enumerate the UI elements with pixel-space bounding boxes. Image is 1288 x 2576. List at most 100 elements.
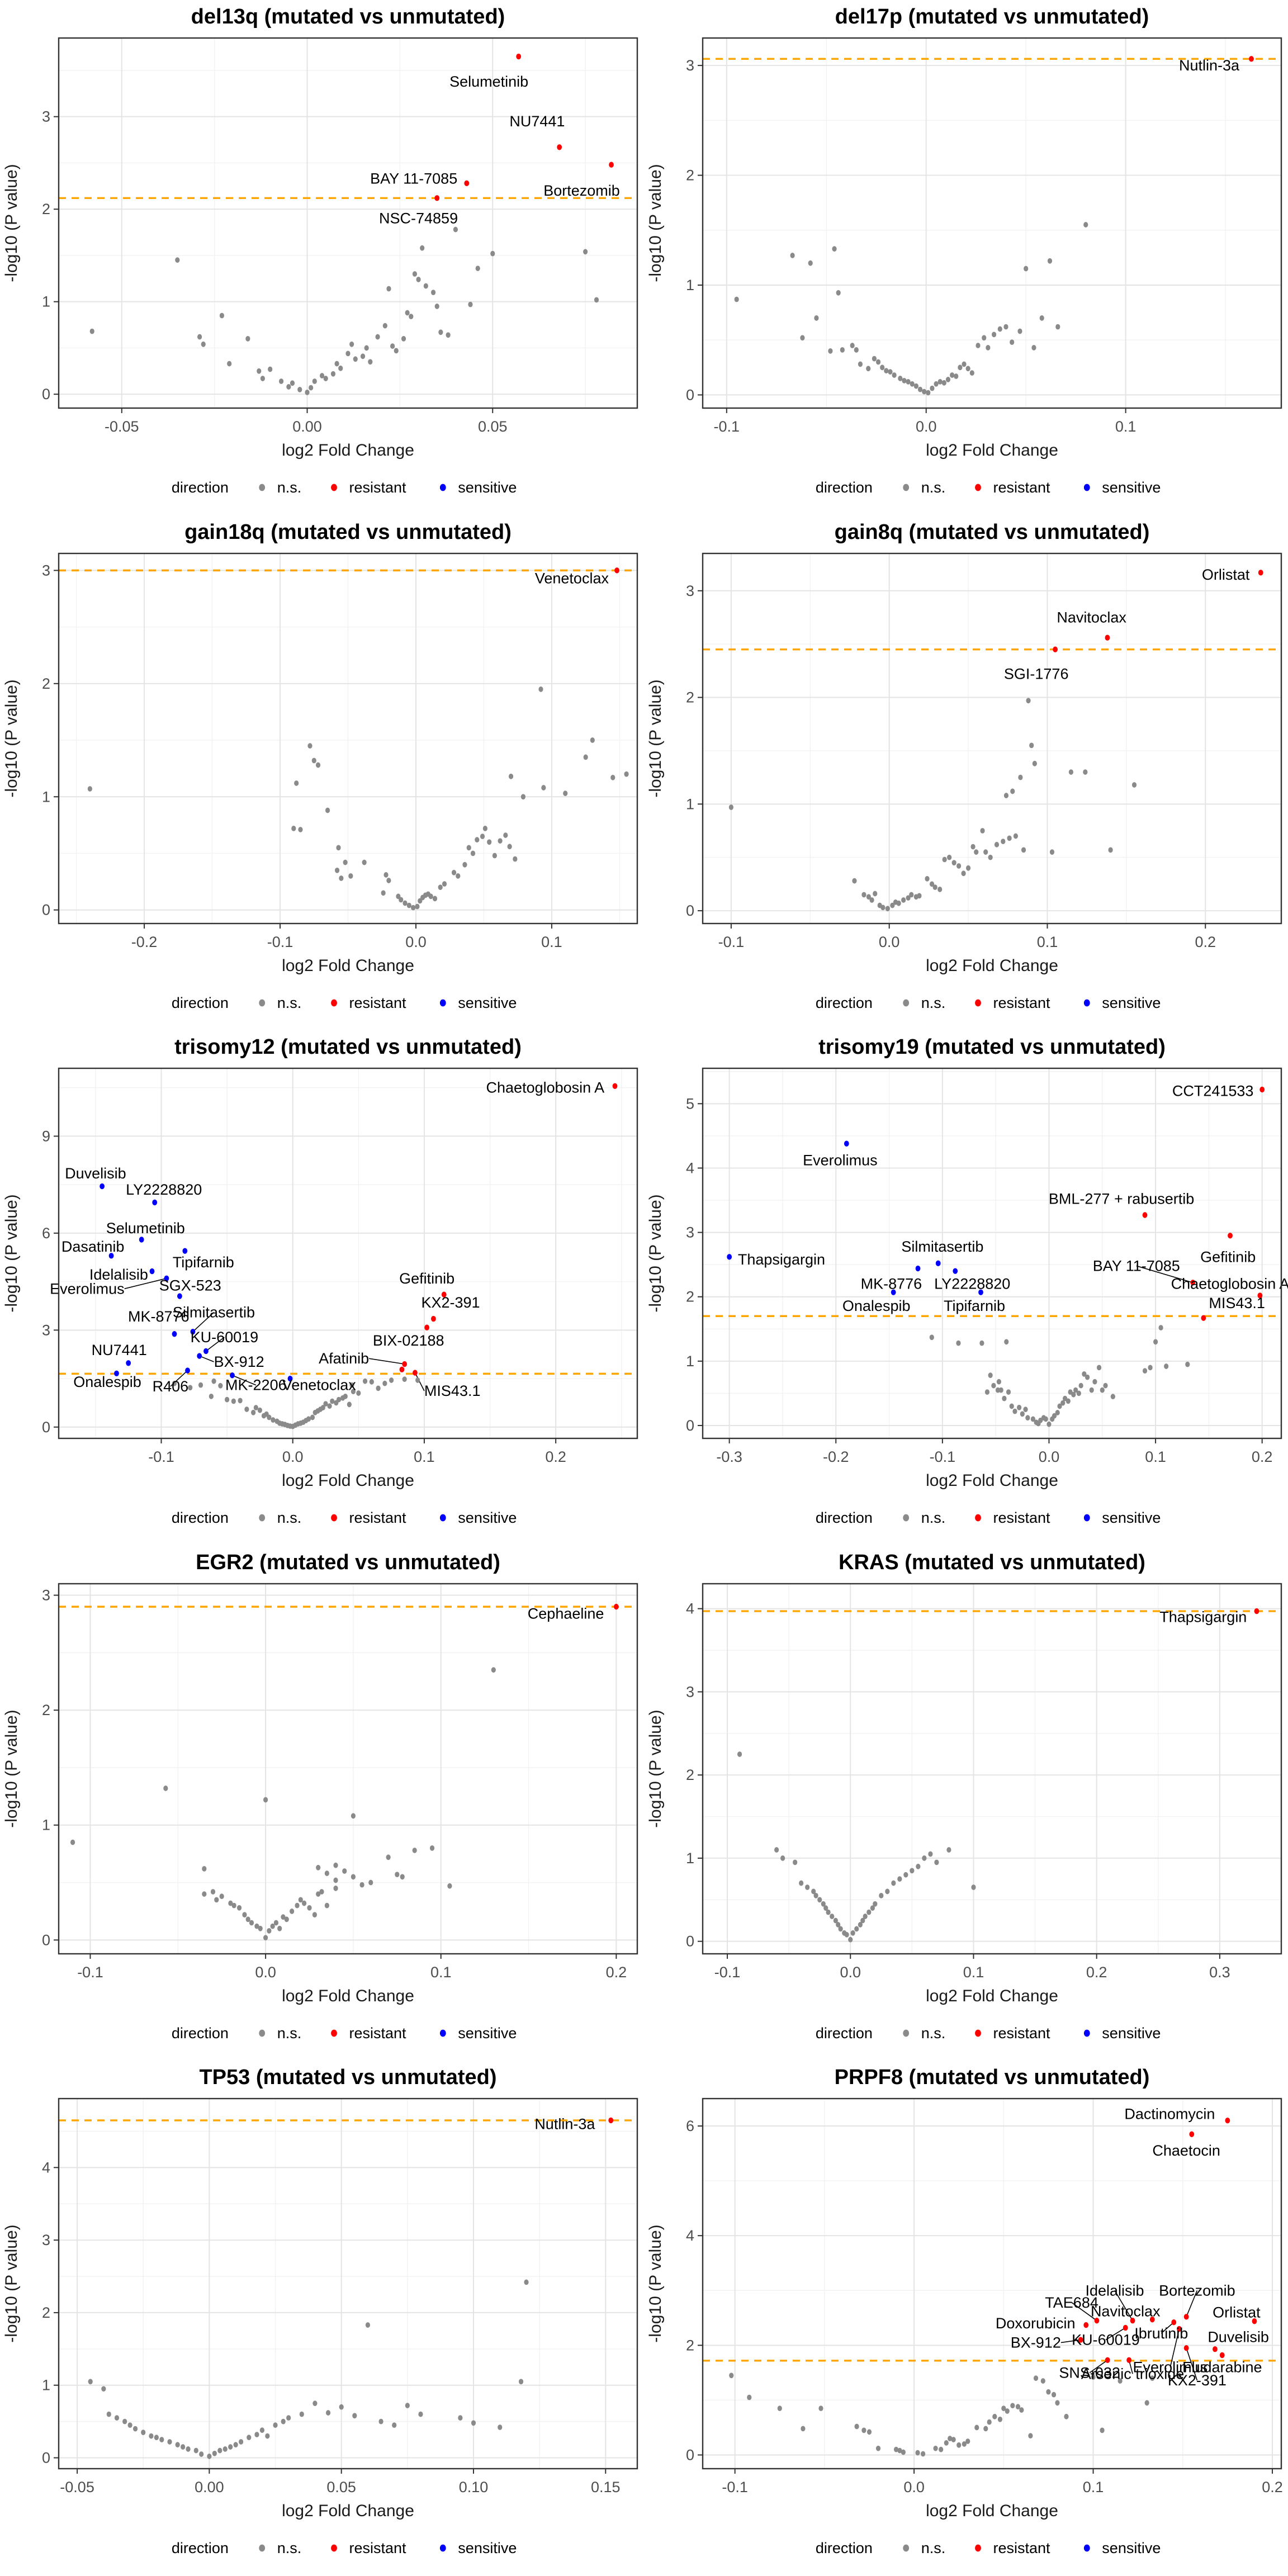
data-point-ns	[998, 1387, 1003, 1393]
data-point-ns	[926, 390, 931, 396]
legend-dot-resistant	[975, 484, 981, 491]
data-point-ns	[563, 790, 568, 796]
x-tick-label: 0.0	[255, 1964, 276, 1981]
x-tick-label: -0.1	[718, 934, 745, 950]
data-point-resistant	[464, 180, 470, 187]
data-point-ns	[594, 297, 599, 303]
point-label: LY2228820	[126, 1181, 202, 1198]
legend-dot-sensitive	[1083, 484, 1090, 491]
data-point-ns	[937, 378, 943, 385]
y-tick-label: 0	[42, 2450, 50, 2466]
data-point-ns	[1009, 1403, 1014, 1409]
data-point-ns	[928, 1851, 933, 1857]
data-point-ns	[395, 1872, 400, 1877]
data-point-ns	[382, 323, 387, 329]
y-tick-label: 2	[686, 1289, 694, 1305]
data-point-ns	[70, 1839, 75, 1845]
y-tick-label: 1	[686, 277, 694, 293]
data-point-ns	[896, 900, 901, 906]
data-point-ns	[238, 1398, 243, 1404]
label-connector-line	[414, 1372, 425, 1391]
data-point-ns	[995, 1387, 1001, 1393]
data-point-ns	[508, 773, 514, 779]
data-point-ns	[747, 2394, 752, 2400]
data-point-ns	[420, 245, 425, 251]
data-point-ns	[1071, 1391, 1076, 1398]
data-point-ns	[832, 246, 837, 252]
data-point-ns	[212, 2451, 217, 2457]
data-point-ns	[333, 1877, 338, 1883]
data-point-ns	[624, 771, 629, 777]
x-tick-label: 0.1	[963, 1964, 984, 1981]
data-point-ns	[988, 854, 993, 860]
data-point-ns	[1055, 2400, 1060, 2406]
y-tick-label: 2	[42, 201, 50, 217]
x-tick-label: 0.2	[545, 1448, 566, 1465]
data-point-ns	[801, 2426, 806, 2432]
data-point-ns	[339, 2404, 344, 2410]
data-point-ns	[610, 774, 615, 780]
data-point-ns	[396, 893, 401, 899]
data-point-ns	[278, 378, 284, 384]
x-axis-title: log2 Fold Change	[282, 956, 414, 975]
data-point-ns	[969, 370, 974, 376]
data-point-ns	[258, 1925, 263, 1931]
data-point-ns	[382, 1380, 387, 1386]
point-label: BAY 11-7085	[1093, 1258, 1180, 1275]
data-point-ns	[386, 286, 391, 292]
data-point-ns	[482, 825, 487, 831]
x-tick-label: -0.1	[722, 2479, 748, 2496]
data-point-ns	[948, 2436, 953, 2442]
point-label: Everolimus	[803, 1152, 878, 1169]
y-tick-label: 0	[686, 386, 694, 403]
label-connector-line	[124, 1278, 167, 1290]
data-point-ns	[295, 1902, 300, 1909]
legend-title: direction	[172, 2540, 229, 2556]
data-point-ns	[399, 897, 404, 902]
x-tick-label: -0.1	[267, 934, 293, 950]
data-point-ns	[207, 2454, 212, 2460]
x-tick-label: 0.05	[326, 2479, 356, 2496]
data-point-ns	[210, 1888, 216, 1895]
legend-dot-ns	[259, 999, 266, 1006]
y-tick-label: 2	[42, 1702, 50, 1718]
y-axis-title: -log10 (P value)	[646, 164, 665, 282]
data-point-ns	[154, 2435, 159, 2441]
data-point-ns	[854, 347, 859, 353]
x-axis-title: log2 Fold Change	[282, 441, 414, 460]
data-point-ns	[381, 890, 386, 896]
data-point-ns	[312, 1911, 318, 1917]
data-point-ns	[980, 827, 985, 834]
legend-item-label: resistant	[349, 2540, 407, 2556]
y-tick-label: 1	[42, 788, 50, 805]
data-point-ns	[813, 1892, 818, 1898]
data-point-ns	[253, 1405, 258, 1411]
point-label: Dactinomycin	[1124, 2106, 1215, 2123]
data-point-ns	[852, 878, 857, 884]
data-point-ns	[1055, 1410, 1060, 1416]
point-label: MIS43.1	[1209, 1295, 1265, 1311]
data-point-ns	[1025, 1415, 1030, 1421]
data-point-ns	[219, 1893, 224, 1899]
data-point-ns	[590, 737, 595, 743]
y-axis-title: -log10 (P value)	[2, 1710, 21, 1827]
data-point-ns	[181, 2444, 186, 2450]
point-label: R406	[153, 1378, 189, 1395]
data-point-ns	[893, 2447, 899, 2452]
point-label: Doxorubicin	[996, 2315, 1076, 2332]
data-point-ns	[412, 1847, 417, 1853]
x-tick-label: -0.1	[148, 1448, 174, 1465]
data-point-ns	[1005, 2408, 1010, 2414]
data-point-ns	[982, 335, 987, 341]
data-point-ns	[811, 1888, 816, 1895]
point-label: Selumetinib	[106, 1220, 185, 1237]
legend-item-label: resistant	[993, 1509, 1051, 1526]
legend-title: direction	[172, 1509, 229, 1526]
data-point-ns	[480, 833, 485, 839]
data-point-ns	[922, 1855, 927, 1861]
data-point-ns	[1066, 1398, 1071, 1404]
data-point-ns	[471, 2420, 476, 2426]
data-point-ns	[1142, 1368, 1148, 1374]
data-point-ns	[251, 1410, 256, 1415]
data-point-ns	[307, 742, 312, 749]
